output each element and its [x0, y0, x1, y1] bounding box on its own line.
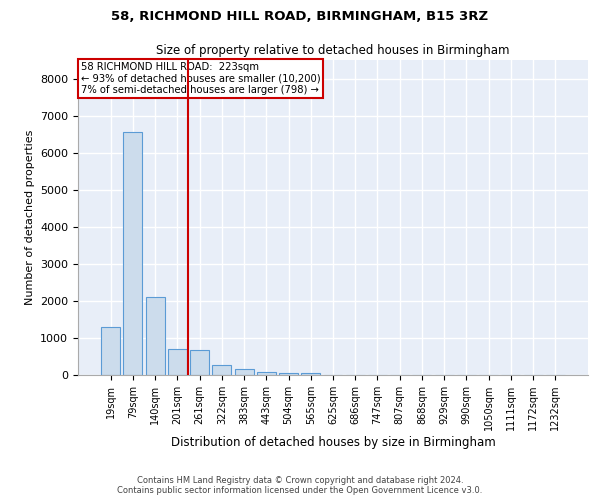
Bar — [301, 373, 320, 375]
Bar — [279, 373, 298, 375]
Title: Size of property relative to detached houses in Birmingham: Size of property relative to detached ho… — [156, 44, 510, 58]
X-axis label: Distribution of detached houses by size in Birmingham: Distribution of detached houses by size … — [170, 436, 496, 449]
Text: 58, RICHMOND HILL ROAD, BIRMINGHAM, B15 3RZ: 58, RICHMOND HILL ROAD, BIRMINGHAM, B15 … — [112, 10, 488, 23]
Text: 58 RICHMOND HILL ROAD:  223sqm
← 93% of detached houses are smaller (10,200)
7% : 58 RICHMOND HILL ROAD: 223sqm ← 93% of d… — [80, 62, 320, 95]
Text: Contains HM Land Registry data © Crown copyright and database right 2024.
Contai: Contains HM Land Registry data © Crown c… — [118, 476, 482, 495]
Y-axis label: Number of detached properties: Number of detached properties — [25, 130, 35, 305]
Bar — [168, 349, 187, 375]
Bar — [146, 297, 164, 375]
Bar — [212, 364, 231, 375]
Bar — [124, 132, 142, 375]
Bar — [235, 370, 254, 375]
Bar — [190, 350, 209, 375]
Bar — [101, 327, 120, 375]
Bar — [257, 372, 276, 375]
